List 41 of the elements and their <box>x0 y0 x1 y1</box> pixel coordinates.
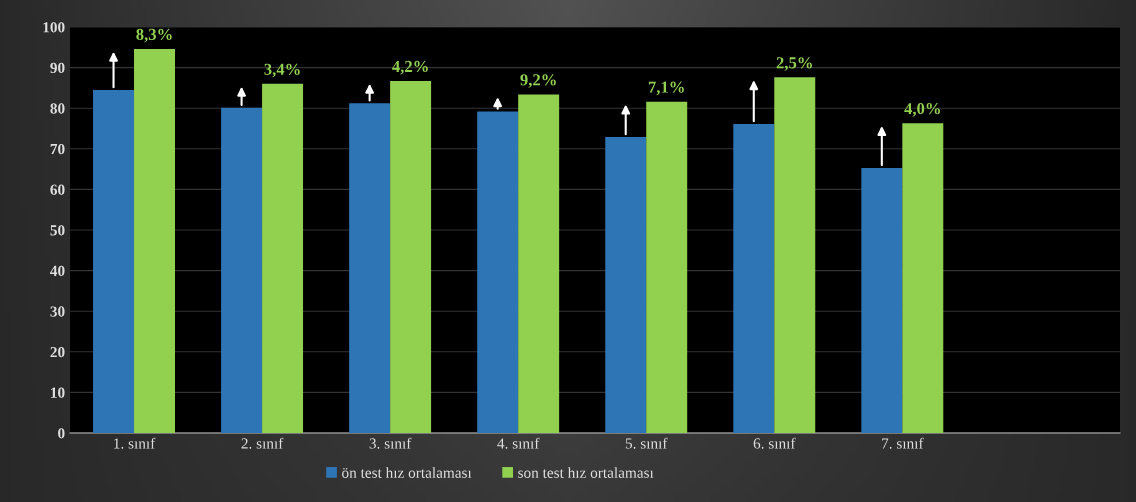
x-tick-label: 1. sınıf <box>114 437 156 449</box>
bar <box>262 83 304 433</box>
y-tick-label: 30 <box>50 306 65 317</box>
y-tick-label: 90 <box>50 62 65 74</box>
bar <box>605 137 647 433</box>
annotation: 4,0% <box>904 103 940 117</box>
annotation: 4,2% <box>392 60 428 75</box>
annotation: 9,2% <box>520 74 556 88</box>
bar <box>221 107 263 433</box>
x-tick-label: 5. sınıf <box>625 437 668 449</box>
y-tick-label: 20 <box>50 346 65 358</box>
y-tick-label: 80 <box>50 103 65 114</box>
x-tick-label: 3. sınıf <box>369 437 412 449</box>
legend-label: ön test hız ortalaması <box>342 467 472 478</box>
y-tick-label: 40 <box>50 265 65 277</box>
bar <box>134 48 175 433</box>
annotation: 3,4% <box>264 63 300 78</box>
annotation: 2,5% <box>776 57 812 71</box>
bar <box>390 81 432 433</box>
bar <box>733 124 775 433</box>
bar <box>93 89 135 433</box>
bar <box>477 111 519 433</box>
y-tick-label: 60 <box>50 184 65 195</box>
y-tick-label: 0 <box>58 428 65 439</box>
bar <box>902 123 944 433</box>
annotation: 7,1% <box>648 81 684 96</box>
annotation: 8,3% <box>136 28 172 43</box>
y-tick-label: 50 <box>50 225 65 236</box>
x-tick-label: 7. sınıf <box>882 437 924 449</box>
x-tick-label: 6. sınıf <box>753 437 796 449</box>
y-tick-label: 10 <box>51 387 65 398</box>
y-tick-label: 70 <box>50 143 65 155</box>
bar <box>646 101 688 433</box>
x-tick-label: 2. sınıf <box>241 437 284 449</box>
bar <box>861 167 903 433</box>
bar <box>349 103 391 433</box>
bar <box>518 94 560 433</box>
legend-label: son test hız ortalaması <box>518 467 654 478</box>
y-tick-label: 100 <box>43 22 65 33</box>
bar <box>774 77 816 433</box>
x-tick-label: 4. sınıf <box>497 437 540 449</box>
